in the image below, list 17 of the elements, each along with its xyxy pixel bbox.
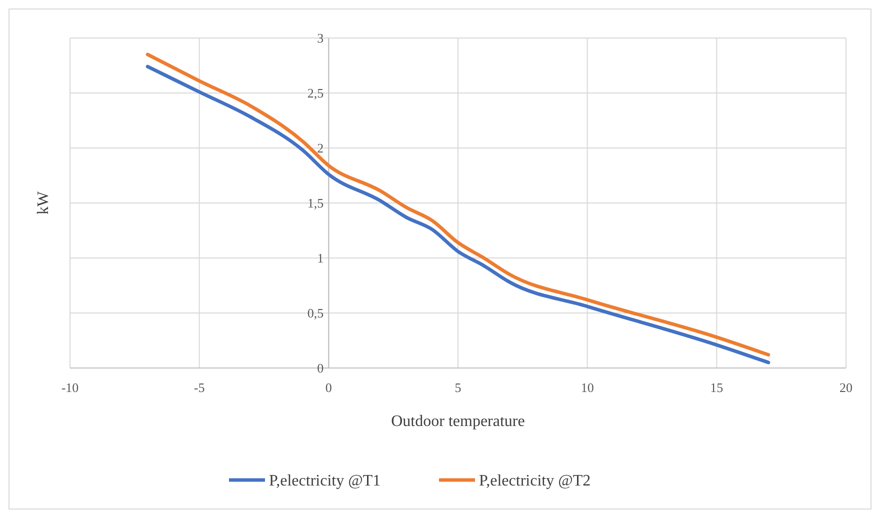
x-tick-label: 15	[710, 380, 724, 395]
y-tick-label: 3	[317, 30, 324, 46]
y-tick-label: 0	[317, 360, 324, 376]
y-tick-label: 2,5	[307, 86, 324, 101]
x-tick-label: -5	[194, 380, 205, 395]
x-tick-label: 10	[580, 380, 594, 395]
legend-label: P,electricity @T1	[269, 472, 381, 490]
legend-label: P,electricity @T2	[479, 472, 591, 490]
x-tick-label: 5	[454, 380, 462, 395]
y-tick-label: 1	[317, 250, 324, 266]
x-axis-title: Outdoor temperature	[391, 413, 525, 430]
x-tick-label: 20	[840, 380, 852, 395]
y-tick-label: 1,5	[307, 196, 324, 211]
x-tick-label: -10	[61, 380, 79, 395]
y-axis-title: kW	[35, 190, 52, 215]
y-tick-label: 2	[317, 140, 324, 156]
y-tick-label: 0,5	[307, 306, 324, 321]
